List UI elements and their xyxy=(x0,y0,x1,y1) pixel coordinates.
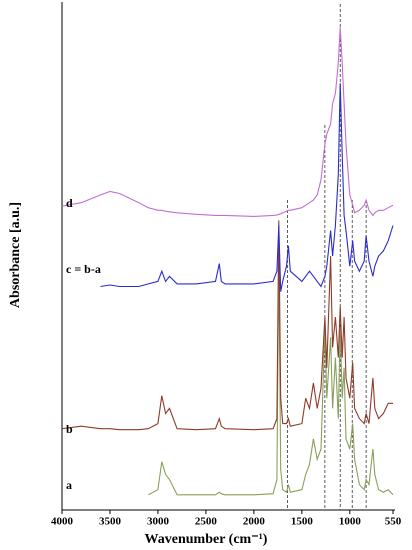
spectrum-line xyxy=(61,27,394,217)
series-label: c = b-a xyxy=(66,262,101,276)
series-label: a xyxy=(66,478,72,492)
spectrum-line xyxy=(100,83,394,292)
x-tick-label: 550 xyxy=(385,516,402,528)
spectrum-line xyxy=(61,220,393,431)
x-tick-label: 3500 xyxy=(99,516,122,528)
x-tick-label: 1000 xyxy=(339,516,362,528)
x-tick-label: 2000 xyxy=(243,516,266,528)
x-tick-label: 3000 xyxy=(147,516,170,528)
series-label: b xyxy=(66,422,73,436)
x-tick-label: 4000 xyxy=(51,516,74,528)
x-axis-title: Wavenumber (cm⁻¹) xyxy=(145,532,268,547)
x-tick-label: 2500 xyxy=(195,516,218,528)
series-label: d xyxy=(66,196,73,210)
x-tick-label: 1500 xyxy=(291,516,314,528)
spectrum-line xyxy=(148,255,394,496)
y-axis-title: Absorbance [a.u.] xyxy=(8,202,23,308)
